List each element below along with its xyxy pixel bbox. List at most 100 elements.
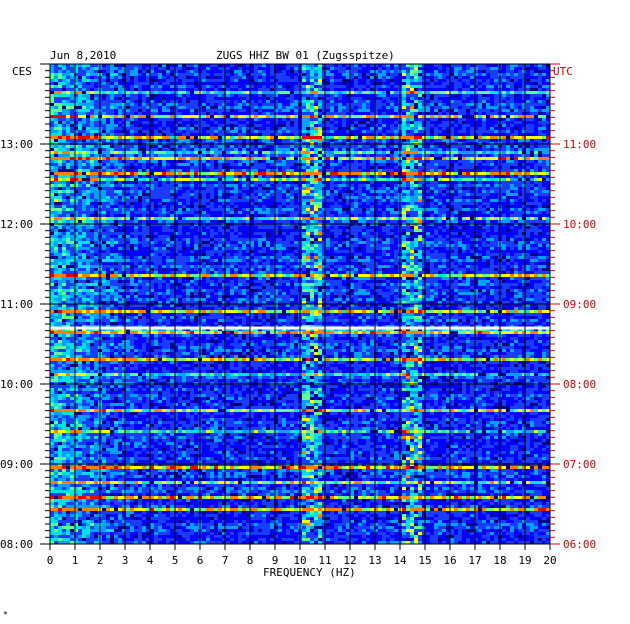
spectrogram-cell	[302, 136, 306, 139]
spectrogram-cell	[346, 70, 350, 73]
spectrogram-cell	[206, 178, 210, 181]
spectrogram-cell	[78, 94, 82, 97]
spectrogram-cell	[150, 115, 154, 118]
spectrogram-cell	[342, 139, 346, 142]
spectrogram-cell	[490, 208, 494, 211]
spectrogram-cell	[346, 172, 350, 175]
spectrogram-cell	[538, 220, 542, 223]
spectrogram-cell	[354, 76, 358, 79]
spectrogram-cell	[486, 190, 490, 193]
spectrogram-cell	[326, 118, 330, 121]
spectrogram-cell	[414, 199, 418, 202]
spectrogram-cell	[402, 220, 406, 223]
spectrogram-cell	[530, 91, 534, 94]
spectrogram-cell	[66, 70, 70, 73]
spectrogram-cell	[258, 136, 262, 139]
spectrogram-cell	[62, 202, 66, 205]
spectrogram-cell	[502, 196, 506, 199]
spectrogram-cell	[122, 124, 126, 127]
spectrogram-cell	[238, 199, 242, 202]
spectrogram-cell	[326, 172, 330, 175]
spectrogram-cell	[314, 151, 318, 154]
spectrogram-cell	[70, 181, 74, 184]
spectrogram-cell	[474, 190, 478, 193]
spectrogram-cell	[82, 97, 86, 100]
spectrogram-cell	[230, 106, 234, 109]
spectrogram-cell	[202, 103, 206, 106]
spectrogram-cell	[142, 103, 146, 106]
spectrogram-cell	[274, 187, 278, 190]
spectrogram-cell	[150, 73, 154, 76]
spectrogram-cell	[330, 184, 334, 187]
spectrogram-cell	[482, 175, 486, 178]
spectrogram-cell	[186, 115, 190, 118]
spectrogram-cell	[102, 160, 106, 163]
spectrogram-cell	[406, 94, 410, 97]
spectrogram-cell	[542, 139, 546, 142]
spectrogram-cell	[126, 151, 130, 154]
spectrogram-cell	[434, 190, 438, 193]
spectrogram-cell	[518, 70, 522, 73]
spectrogram-cell	[82, 178, 86, 181]
spectrogram-cell	[230, 214, 234, 217]
spectrogram-cell	[462, 187, 466, 190]
spectrogram-cell	[506, 100, 510, 103]
spectrogram-cell	[434, 205, 438, 208]
spectrogram-cell	[78, 220, 82, 223]
spectrogram-cell	[134, 106, 138, 109]
spectrogram-cell	[334, 175, 338, 178]
spectrogram-cell	[78, 127, 82, 130]
spectrogram-cell	[386, 106, 390, 109]
spectrogram-cell	[266, 121, 270, 124]
spectrogram-cell	[194, 172, 198, 175]
spectrogram-cell	[62, 178, 66, 181]
spectrogram-cell	[314, 82, 318, 85]
spectrogram-cell	[274, 166, 278, 169]
spectrogram-cell	[406, 124, 410, 127]
spectrogram-cell	[402, 148, 406, 151]
spectrogram-cell	[434, 85, 438, 88]
spectrogram-cell	[522, 163, 526, 166]
spectrogram-cell	[310, 112, 314, 115]
spectrogram-cell	[70, 166, 74, 169]
spectrogram-cell	[170, 175, 174, 178]
spectrogram-cell	[310, 220, 314, 223]
spectrogram-cell	[118, 217, 122, 220]
spectrogram-cell	[426, 184, 430, 187]
spectrogram-cell	[170, 79, 174, 82]
spectrogram-cell	[230, 139, 234, 142]
spectrogram-cell	[86, 148, 90, 151]
spectrogram-cell	[330, 64, 334, 67]
spectrogram-cell	[482, 163, 486, 166]
spectrogram-cell	[470, 91, 474, 94]
spectrogram-cell	[438, 112, 442, 115]
spectrogram-cell	[410, 154, 414, 157]
spectrogram-cell	[90, 70, 94, 73]
spectrogram-cell	[362, 175, 366, 178]
spectrogram-cell	[146, 94, 150, 97]
spectrogram-cell	[222, 178, 226, 181]
spectrogram-cell	[306, 205, 310, 208]
spectrogram-cell	[126, 70, 130, 73]
spectrogram-cell	[322, 172, 326, 175]
spectrogram-cell	[370, 160, 374, 163]
spectrogram-cell	[78, 166, 82, 169]
spectrogram-cell	[326, 124, 330, 127]
spectrogram-cell	[202, 73, 206, 76]
spectrogram-cell	[190, 211, 194, 214]
spectrogram-cell	[90, 73, 94, 76]
spectrogram-cell	[478, 205, 482, 208]
spectrogram-cell	[406, 157, 410, 160]
spectrogram-cell	[322, 178, 326, 181]
spectrogram-cell	[450, 130, 454, 133]
spectrogram-cell	[102, 124, 106, 127]
spectrogram-cell	[146, 178, 150, 181]
spectrogram-cell	[218, 67, 222, 70]
spectrogram-cell	[286, 139, 290, 142]
spectrogram-cell	[154, 190, 158, 193]
spectrogram-cell	[482, 109, 486, 112]
spectrogram-cell	[546, 157, 550, 160]
spectrogram-cell	[530, 148, 534, 151]
spectrogram-cell	[170, 199, 174, 202]
spectrogram-cell	[274, 115, 278, 118]
